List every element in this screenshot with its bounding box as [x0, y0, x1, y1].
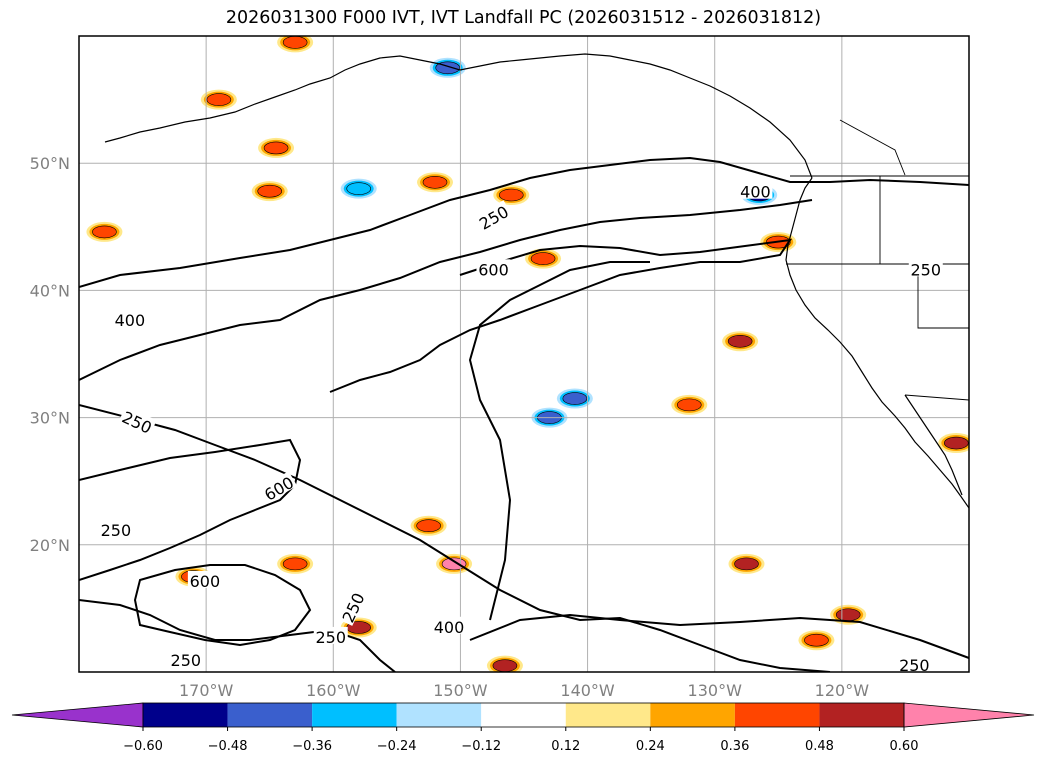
- ivt-contour-loop: [133, 564, 312, 647]
- colorbar-extend-high: [903, 702, 1035, 728]
- axis-ticks: 170°W 160°W 150°W 140°W 130°W 120°W 50°N 40°N 30…: [30, 154, 870, 700]
- contour-label-text: 250: [171, 651, 202, 670]
- x-tick-label: 120°W: [815, 681, 870, 700]
- ivt-contour-250-south: [79, 404, 831, 672]
- contour-label: 400: [112, 310, 147, 330]
- contour-label: 400: [738, 181, 773, 202]
- contour-label-text: 250: [315, 628, 346, 647]
- chart-title: 2026031300 F000 IVT, IVT Landfall PC (20…: [225, 8, 822, 28]
- ivt-contour-400: [79, 199, 813, 381]
- coastline-alaska: [104, 53, 813, 179]
- pc-blob-8: [493, 185, 530, 205]
- contour-label: 250: [897, 654, 932, 675]
- pc-blob-23: [671, 394, 708, 415]
- coastline-west-coast: [785, 177, 969, 509]
- x-tick-label: 140°W: [560, 681, 615, 700]
- pc-blob-20: [728, 553, 765, 574]
- pc-blob-17: [340, 617, 377, 638]
- colorbar-tick-label: −0.48: [208, 739, 248, 754]
- colorbar-tick-label: 0.60: [890, 739, 919, 754]
- pc-blob-12: [722, 331, 759, 352]
- contour-label-text: 400: [434, 618, 465, 637]
- pc-blob-4: [86, 221, 123, 242]
- colorbar-segment: [565, 703, 651, 727]
- pc-blob-9: [525, 248, 562, 269]
- y-tick-label: 30°N: [30, 409, 70, 428]
- y-tick-label: 20°N: [30, 536, 70, 555]
- colorbar-tick-label: −0.12: [461, 739, 501, 754]
- contour-label: 250: [168, 649, 203, 670]
- pc-blob-14: [556, 388, 593, 409]
- colorbar-tick-label: 0.36: [720, 739, 749, 754]
- pc-blob-22: [938, 433, 969, 454]
- pc-blob-16: [436, 553, 473, 574]
- colorbar-segment: [143, 703, 228, 727]
- colorbar-tick-label: 0.12: [551, 739, 580, 754]
- colorbar-segment: [650, 703, 735, 727]
- contour-label: 250: [313, 626, 348, 647]
- map-frame: [78, 35, 970, 673]
- pc-blob-3: [417, 172, 453, 193]
- ivt-contour-pacific: [468, 261, 650, 621]
- pc-blob-15: [410, 515, 447, 536]
- colorbar-extend-low: [11, 702, 144, 728]
- contour-label-text: 400: [115, 311, 146, 330]
- pc-blob-7: [258, 137, 295, 158]
- y-tick-label: 40°N: [30, 281, 70, 300]
- colorbar-segment: [734, 703, 820, 727]
- x-tick-label: 130°W: [688, 681, 743, 700]
- contour-label: 600: [187, 570, 222, 591]
- coastlines: [104, 53, 969, 509]
- colorbar-segment: [396, 703, 482, 727]
- contour-label-text: 600: [478, 260, 509, 279]
- colorbar-segment: [819, 703, 904, 727]
- pc-blob-5: [251, 181, 288, 202]
- pc-blob-18: [798, 630, 835, 651]
- contour-label-text: 250: [101, 521, 132, 540]
- ivt-contours: [79, 156, 969, 672]
- colorbar: −0.60 −0.48 −0.36 −0.24 −0.12 0.12 0.24 0.36 0.4…: [11, 702, 1035, 754]
- colorbar-segment: [481, 703, 566, 727]
- colorbar-segment: [227, 703, 313, 727]
- colorbar-outline: [142, 702, 905, 728]
- contour-label: 250: [336, 587, 369, 626]
- contour-label: 400: [431, 616, 466, 637]
- ivt-contour-east-band: [469, 613, 969, 659]
- contour-label-text: 600: [190, 572, 221, 591]
- ivt-contour-southwest: [79, 599, 396, 672]
- y-tick-label: 50°N: [30, 154, 70, 173]
- contour-label: 250: [908, 259, 943, 279]
- contour-label-text: 250: [910, 260, 941, 279]
- colorbar-tick-label: 0.24: [636, 739, 665, 754]
- colorbar-tick-label: −0.60: [123, 739, 163, 754]
- ivt-contour-250-north: [79, 156, 969, 288]
- pc-blob-24: [277, 553, 314, 574]
- pc-blob-6: [340, 178, 377, 199]
- ivt-contour-600: [329, 238, 793, 393]
- contour-label-text: 250: [899, 656, 930, 675]
- contour-label: 250: [474, 200, 512, 234]
- pc-blob-0: [200, 89, 237, 110]
- x-tick-label: 160°W: [306, 681, 361, 700]
- contour-label: 250: [98, 520, 133, 540]
- x-tick-label: 170°W: [179, 681, 234, 700]
- ivt-contour-inner: [79, 438, 302, 581]
- contour-label: 600: [476, 259, 511, 279]
- colorbar-tick-label: −0.24: [377, 739, 417, 754]
- contour-label-text: 400: [740, 183, 771, 202]
- coastline-baja: [904, 394, 963, 496]
- colorbar-tick-label: −0.36: [292, 739, 332, 754]
- contour-label: 250: [118, 405, 157, 438]
- border-lines: [786, 119, 969, 401]
- colorbar-segment: [312, 703, 397, 727]
- colorbar-tick-label: 0.48: [805, 739, 834, 754]
- x-tick-label: 150°W: [433, 681, 488, 700]
